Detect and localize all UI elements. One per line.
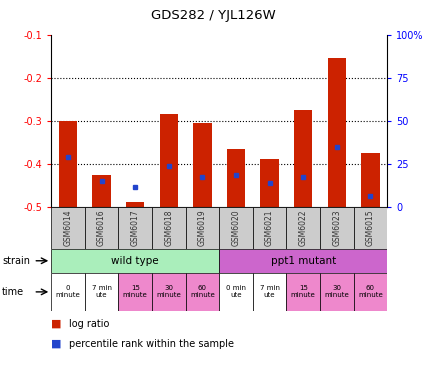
Bar xyxy=(353,207,387,249)
Bar xyxy=(118,207,152,249)
Bar xyxy=(186,207,219,249)
Text: GSM6023: GSM6023 xyxy=(332,209,341,246)
Text: 7 min
ute: 7 min ute xyxy=(259,285,279,298)
Bar xyxy=(152,273,186,311)
Text: GSM6018: GSM6018 xyxy=(164,210,173,246)
Bar xyxy=(51,207,85,249)
Bar xyxy=(320,207,354,249)
Text: time: time xyxy=(2,287,24,297)
Bar xyxy=(193,123,212,207)
Bar xyxy=(51,273,85,311)
Text: GSM6015: GSM6015 xyxy=(366,209,375,246)
Bar xyxy=(328,59,346,207)
Text: GSM6020: GSM6020 xyxy=(231,209,240,246)
Text: 7 min
ute: 7 min ute xyxy=(92,285,112,298)
Bar xyxy=(219,207,253,249)
Bar xyxy=(118,273,152,311)
Text: GDS282 / YJL126W: GDS282 / YJL126W xyxy=(151,9,276,22)
Bar xyxy=(361,153,380,207)
Text: GSM6017: GSM6017 xyxy=(131,209,140,246)
Text: 0
minute: 0 minute xyxy=(56,285,81,298)
Bar xyxy=(186,273,219,311)
Text: GSM6014: GSM6014 xyxy=(64,209,73,246)
Bar xyxy=(51,249,219,273)
Text: 15
minute: 15 minute xyxy=(123,285,148,298)
Text: GSM6019: GSM6019 xyxy=(198,209,207,246)
Bar xyxy=(320,273,354,311)
Text: 60
minute: 60 minute xyxy=(190,285,215,298)
Bar xyxy=(227,149,245,207)
Text: 15
minute: 15 minute xyxy=(291,285,316,298)
Bar xyxy=(287,273,320,311)
Bar xyxy=(353,273,387,311)
Text: 0 min
ute: 0 min ute xyxy=(226,285,246,298)
Text: GSM6021: GSM6021 xyxy=(265,210,274,246)
Bar xyxy=(260,160,279,207)
Text: 30
minute: 30 minute xyxy=(156,285,181,298)
Bar xyxy=(159,114,178,207)
Bar xyxy=(219,249,387,273)
Text: percentile rank within the sample: percentile rank within the sample xyxy=(69,339,234,349)
Text: 60
minute: 60 minute xyxy=(358,285,383,298)
Text: log ratio: log ratio xyxy=(69,319,109,329)
Text: ppt1 mutant: ppt1 mutant xyxy=(271,256,336,266)
Text: GSM6022: GSM6022 xyxy=(299,210,307,246)
Bar xyxy=(219,273,253,311)
Bar xyxy=(85,207,118,249)
Bar xyxy=(59,121,77,207)
Bar xyxy=(253,207,287,249)
Bar xyxy=(294,110,312,207)
Bar xyxy=(126,202,145,207)
Bar xyxy=(152,207,186,249)
Text: wild type: wild type xyxy=(111,256,159,266)
Bar xyxy=(92,175,111,207)
Text: strain: strain xyxy=(2,256,30,266)
Text: 30
minute: 30 minute xyxy=(324,285,349,298)
Bar xyxy=(85,273,118,311)
Text: GSM6016: GSM6016 xyxy=(97,209,106,246)
Bar xyxy=(253,273,287,311)
Text: ■: ■ xyxy=(51,319,62,329)
Text: ■: ■ xyxy=(51,339,62,349)
Bar xyxy=(287,207,320,249)
